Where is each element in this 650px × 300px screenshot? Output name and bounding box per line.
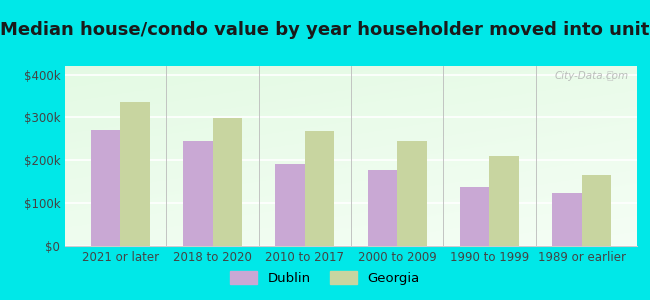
Text: ⓘ: ⓘ	[606, 71, 613, 81]
Bar	[368, 170, 397, 246]
Bar	[460, 187, 489, 246]
Legend: Dublin, Georgia: Dublin, Georgia	[225, 266, 425, 290]
Bar	[276, 164, 305, 246]
Bar	[552, 193, 582, 246]
Bar	[91, 130, 120, 246]
Bar	[183, 141, 213, 246]
Bar	[305, 131, 334, 246]
Text: City-Data.com: City-Data.com	[554, 71, 629, 81]
Bar	[397, 141, 426, 246]
Bar	[120, 102, 150, 246]
Bar	[489, 156, 519, 246]
Bar	[582, 175, 611, 246]
Bar	[213, 118, 242, 246]
Text: Median house/condo value by year householder moved into unit: Median house/condo value by year househo…	[0, 21, 650, 39]
